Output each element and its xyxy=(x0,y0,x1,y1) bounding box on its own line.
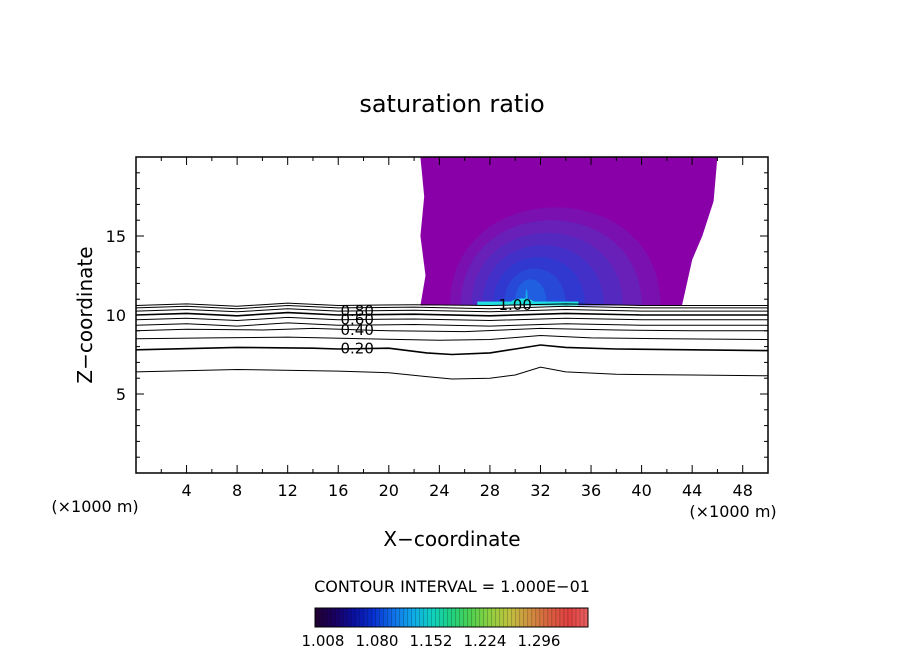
x-tick-label: 4 xyxy=(181,481,191,500)
plot-area: 0.200.400.600.80 1.00 4 8 12 16 20 24 28 32 36 40 4… xyxy=(106,156,769,500)
colorbar-tick-label: 1.296 xyxy=(518,632,561,650)
y-tick-label: 10 xyxy=(106,306,126,325)
y-tick-label: 5 xyxy=(116,385,126,404)
y-axis-label: Z−coordinate xyxy=(73,246,97,383)
x-tick-label: 36 xyxy=(581,481,601,500)
contour-label: 0.80 xyxy=(340,302,373,320)
colorbar-tick-labels: 1.008 1.080 1.152 1.224 1.296 xyxy=(302,632,561,650)
x-tick-label: 20 xyxy=(379,481,399,500)
x-tick-label: 16 xyxy=(328,481,348,500)
contour-line xyxy=(135,304,768,310)
contour-line xyxy=(135,308,768,313)
contour-line xyxy=(135,322,768,327)
y-tick-label: 15 xyxy=(106,227,126,246)
x-tick-label: 12 xyxy=(278,481,298,500)
contour-line xyxy=(135,344,769,356)
x-axis-label: X−coordinate xyxy=(383,527,520,551)
contour-line xyxy=(135,311,768,317)
contour-line xyxy=(135,334,769,341)
colorbar-tick-label: 1.008 xyxy=(302,632,345,650)
chart-title: saturation ratio xyxy=(359,90,544,118)
contour-line xyxy=(135,302,768,307)
x-tick-label: 8 xyxy=(232,481,242,500)
x-tick-label: 28 xyxy=(480,481,500,500)
contour-line xyxy=(135,366,769,380)
contour-label: 0.40 xyxy=(340,321,373,339)
fill-core xyxy=(477,301,579,306)
x-tick-label: 44 xyxy=(682,481,702,500)
contour-label: 1.00 xyxy=(498,296,531,314)
x-units-right: (×1000 m) xyxy=(689,502,776,521)
contour-label: 0.20 xyxy=(340,340,373,358)
contour-lines xyxy=(135,302,769,380)
contour-line xyxy=(135,327,768,333)
colorbar: 1.008 1.080 1.152 1.224 1.296 xyxy=(302,607,589,650)
x-tick-label: 48 xyxy=(733,481,753,500)
saturation-fill xyxy=(420,157,718,306)
x-tick-label: 32 xyxy=(530,481,550,500)
colorbar-gradient xyxy=(315,608,588,627)
contour-interval-text: CONTOUR INTERVAL = 1.000E−01 xyxy=(314,577,590,596)
x-units-left: (×1000 m) xyxy=(51,497,138,516)
colorbar-tick-label: 1.080 xyxy=(356,632,399,650)
contour-line xyxy=(135,316,768,322)
colorbar-frame xyxy=(314,607,589,628)
x-tick-label: 40 xyxy=(631,481,651,500)
contour-label: 0.60 xyxy=(340,311,373,329)
contour-labels: 0.200.400.600.80 1.00 xyxy=(340,296,531,358)
colorbar-tick-label: 1.224 xyxy=(464,632,507,650)
x-tick-label: 24 xyxy=(429,481,449,500)
colorbar-tick-label: 1.152 xyxy=(410,632,453,650)
